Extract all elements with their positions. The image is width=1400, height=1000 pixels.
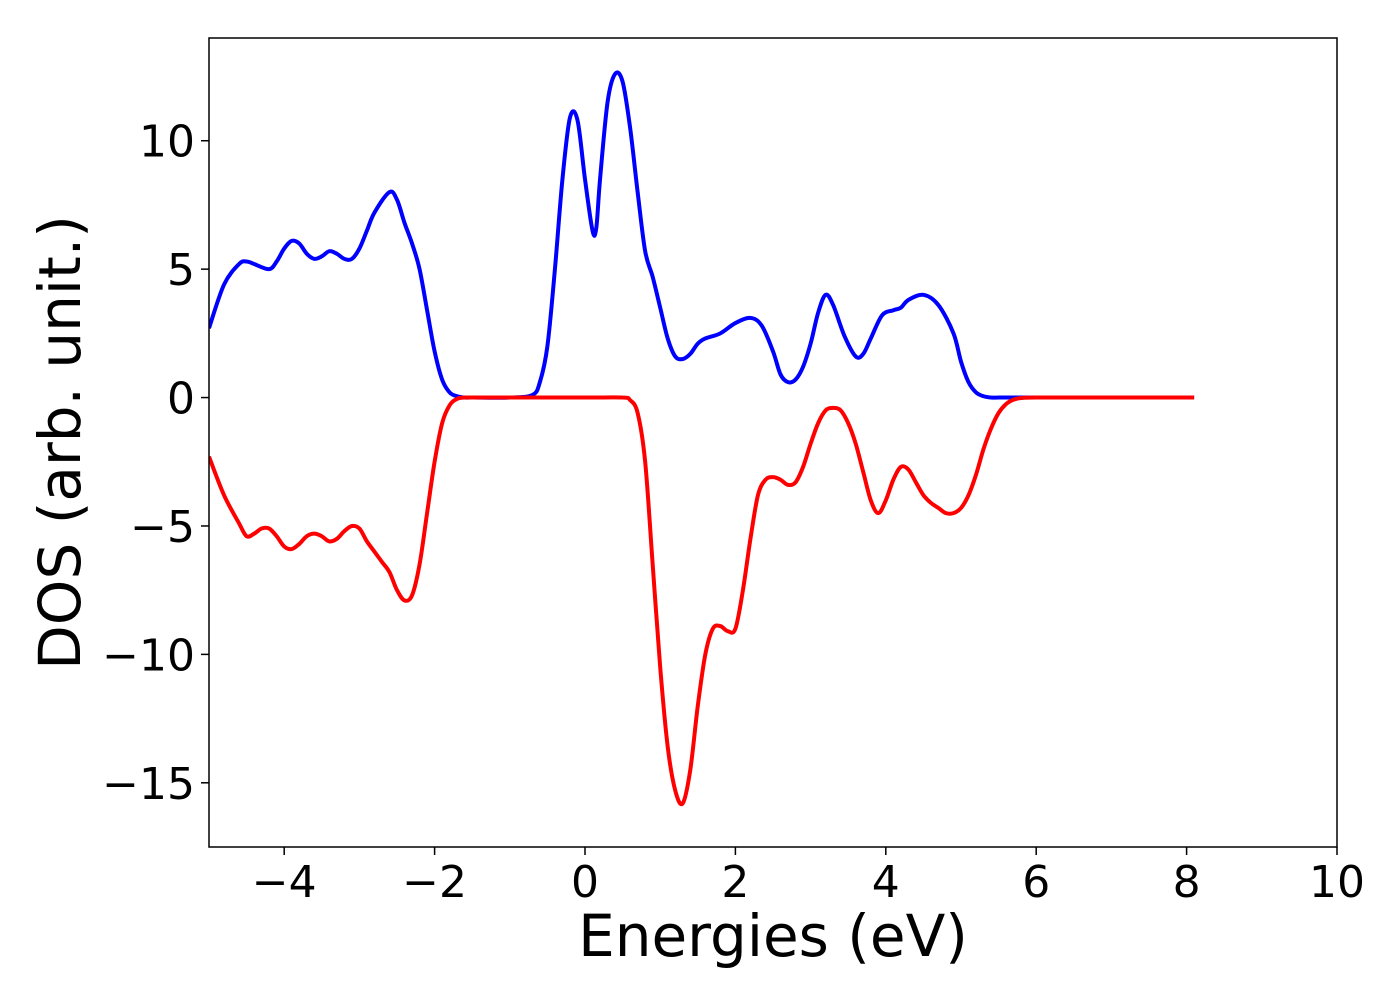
y-tick-label: 10	[139, 117, 195, 168]
x-tick-label: 2	[721, 857, 749, 908]
x-tick-label: −2	[402, 857, 467, 908]
series-line-0	[209, 70, 1195, 400]
y-axis-ticks: −15 −10 −5 0 5 10	[102, 117, 209, 810]
y-tick-label: −5	[130, 502, 195, 553]
x-tick-label: 8	[1173, 857, 1201, 908]
x-tick-label: 6	[1022, 857, 1050, 908]
y-tick-label: −15	[102, 759, 195, 810]
x-axis-title: Energies (eV)	[578, 902, 968, 970]
y-tick-label: −10	[102, 630, 195, 681]
y-tick-label: 0	[167, 374, 195, 425]
x-tick-label: 4	[872, 857, 900, 908]
plot-frame	[208, 37, 1338, 848]
y-axis-title: DOS (arb. unit.)	[26, 215, 94, 670]
y-tick-label: 5	[167, 245, 195, 296]
series-line-1	[209, 395, 1195, 807]
x-tick-label: −4	[252, 857, 317, 908]
series-layer	[209, 70, 1195, 807]
x-tick-label: 0	[571, 857, 599, 908]
x-tick-label: 10	[1309, 857, 1365, 908]
x-axis-ticks: −4 −2 0 2 4 6 8 10	[252, 847, 1365, 908]
